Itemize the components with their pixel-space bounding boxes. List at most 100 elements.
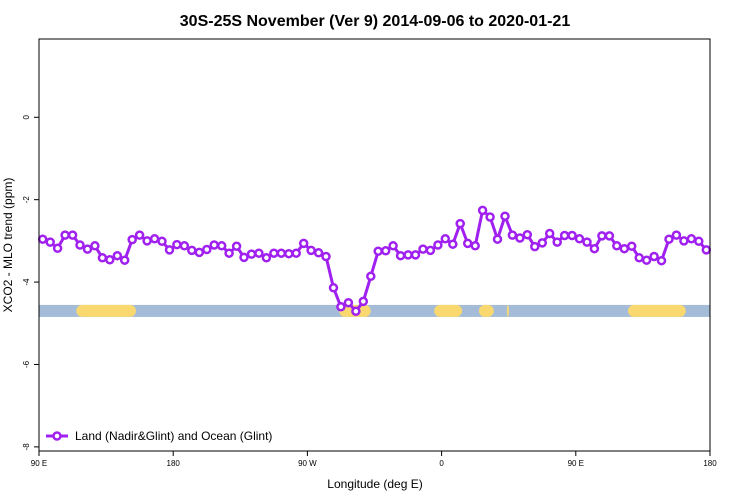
data-point: [52, 243, 63, 254]
data-point: [626, 241, 637, 251]
data-point: [142, 236, 152, 246]
data-point: [686, 234, 697, 244]
data-point: [433, 240, 443, 250]
y-tick-label: -2: [22, 196, 31, 204]
series-layer: [37, 205, 712, 317]
data-point: [306, 245, 316, 256]
data-point: [701, 245, 712, 255]
data-point: [492, 234, 503, 244]
land-segment: [627, 304, 686, 317]
y-axis-ticks: 0 -2 -4 -6 -8: [22, 115, 39, 451]
data-point: [149, 234, 160, 244]
data-point: [82, 244, 93, 254]
data-point: [60, 230, 70, 240]
data-point: [164, 245, 175, 255]
data-point: [641, 255, 652, 265]
data-point: [157, 236, 167, 247]
y-tick-label: 0: [22, 115, 31, 120]
data-point: [209, 240, 219, 250]
data-point: [552, 237, 562, 247]
data-point: [470, 241, 480, 251]
x-tick-label: 180: [703, 459, 717, 468]
data-point: [366, 271, 376, 282]
data-point: [515, 233, 525, 243]
data-point: [194, 247, 205, 258]
data-point: [321, 251, 331, 262]
data-point: [45, 237, 55, 247]
data-point: [440, 234, 451, 244]
data-point: [671, 230, 682, 240]
data-point: [358, 296, 369, 307]
data-point: [276, 248, 287, 258]
data-point: [448, 239, 458, 249]
data-point: [172, 239, 182, 250]
data-point: [179, 241, 190, 251]
chart-title: 30S-25S November (Ver 9) 2014-09-06 to 2…: [180, 13, 571, 30]
data-point: [284, 248, 294, 259]
data-point: [403, 250, 413, 260]
data-point: [343, 297, 354, 308]
x-axis-ticks: 90 E 180 90 W 0 90 E 180: [31, 451, 717, 468]
data-point: [530, 241, 540, 252]
x-tick-label: 90 E: [568, 459, 584, 468]
data-point: [328, 283, 339, 293]
data-point: [388, 241, 398, 251]
data-point: [134, 230, 145, 240]
data-point: [410, 250, 421, 260]
data-point: [634, 253, 644, 263]
data-point: [187, 245, 197, 256]
data-point: [351, 306, 361, 317]
data-point: [127, 234, 137, 245]
data-point: [656, 255, 667, 266]
data-point: [619, 243, 630, 254]
data-point: [597, 231, 607, 241]
data-point: [589, 243, 600, 254]
y-axis-label: XCO2 - MLO trend (ppm): [1, 178, 15, 313]
data-point: [298, 238, 309, 249]
data-point: [246, 249, 257, 259]
data-point: [612, 241, 622, 251]
x-axis-label: Longitude (deg E): [327, 477, 422, 491]
data-point: [261, 253, 272, 263]
data-point: [291, 248, 301, 258]
x-tick-label: 180: [167, 459, 181, 468]
legend-label: Land (Nadir&Glint) and Ocean (Glint): [75, 429, 272, 443]
data-point: [455, 218, 465, 229]
land-segment: [434, 304, 463, 317]
data-point: [119, 255, 130, 265]
data-point: [567, 230, 577, 241]
data-point: [216, 241, 227, 251]
data-point: [522, 229, 533, 240]
data-point: [37, 234, 48, 244]
data-point: [313, 248, 324, 258]
data-point: [477, 205, 488, 216]
x-tick-label: 90 W: [298, 459, 317, 468]
data-point: [604, 231, 615, 241]
data-point: [582, 237, 592, 247]
data-point: [485, 212, 495, 222]
land-segment: [76, 304, 136, 317]
data-point: [544, 228, 555, 239]
data-point: [694, 236, 704, 247]
series-line: [42, 208, 708, 313]
data-point: [231, 241, 242, 251]
data-point: [254, 248, 264, 258]
y-tick-label: -4: [22, 278, 31, 286]
data-point: [649, 251, 659, 262]
y-tick-label: -6: [22, 360, 31, 368]
land-segment: [478, 304, 494, 317]
x-tick-label: 90 E: [31, 459, 47, 468]
data-point: [90, 241, 100, 251]
data-point: [664, 234, 674, 244]
data-point: [507, 230, 518, 240]
data-point: [239, 252, 249, 263]
data-point: [425, 245, 436, 256]
y-tick-label: -8: [22, 443, 31, 451]
plot-frame: [38, 38, 711, 452]
data-point: [105, 255, 115, 265]
data-point: [67, 230, 78, 240]
data-point: [418, 244, 428, 254]
data-point: [380, 246, 391, 256]
data-point: [500, 211, 510, 221]
data-point: [679, 236, 689, 246]
